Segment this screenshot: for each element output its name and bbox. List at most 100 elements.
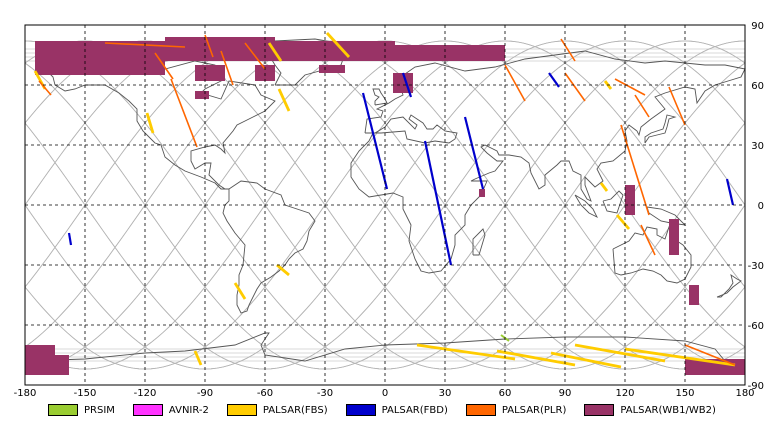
y-tick-label: 0 (758, 201, 764, 212)
fbd-swath (361, 92, 389, 190)
legend-item-palsar-plr: PALSAR(PLR) (465, 404, 567, 416)
y-tick-label: 60 (751, 81, 764, 92)
fbs-swath (496, 349, 576, 367)
new-zealand-coast (716, 273, 742, 298)
plr-swath (668, 86, 686, 126)
borneo-coast (602, 190, 624, 214)
madagascar-coast (472, 228, 486, 256)
x-tick-label: 150 (675, 388, 694, 399)
legend-item-palsar-fbd: PALSAR(FBD) (345, 404, 448, 416)
fbs-swath (276, 263, 290, 277)
x-tick-label: 0 (382, 388, 388, 399)
axis-ticks: -180 -150 -120 -90 -60 -30 0 30 60 90 120 150 180-90… (14, 21, 764, 399)
x-tick-label: -90 (197, 388, 213, 399)
plr-swath (564, 72, 586, 102)
fbs-swath (624, 347, 736, 367)
wb-swath (689, 285, 699, 305)
x-tick-label: 60 (499, 388, 512, 399)
legend-item-palsar-wb: PALSAR(WB1/WB2) (584, 404, 716, 416)
plr-swath (634, 94, 650, 118)
fbd-swath (463, 116, 485, 190)
south-america-coast (222, 180, 316, 314)
observation-swaths (25, 32, 745, 375)
fbd-swath (725, 178, 735, 206)
plr-swath (684, 344, 736, 366)
y-tick-label: -60 (748, 321, 764, 332)
eurasia-africa-coast (350, 50, 746, 274)
fbd-swath (548, 72, 560, 88)
plr-swath (170, 78, 198, 148)
wb-swath (109, 45, 135, 61)
fbs-swath (277, 88, 291, 112)
wb-swath (165, 37, 275, 61)
japan-coast (644, 114, 677, 144)
plr-swath (620, 124, 650, 216)
legend-label: AVNIR-2 (168, 404, 209, 416)
british-isles-coast (372, 88, 388, 106)
fbs-swath (325, 32, 351, 58)
fbs-swath (193, 350, 203, 366)
fbs-swath (615, 214, 631, 230)
fbs-swath (416, 343, 516, 361)
legend-item-prsim: PRSIM (48, 404, 115, 416)
legend-label: PALSAR(FBS) (262, 404, 328, 416)
legend-item-avnir2: AVNIR-2 (132, 404, 209, 416)
map-frame (24, 24, 746, 386)
plr-swath (640, 224, 656, 256)
x-tick-label: -60 (257, 388, 273, 399)
legend-swatch-palsar-fbs (226, 404, 257, 416)
x-tick-label: -120 (134, 388, 157, 399)
plr-swath (504, 64, 526, 102)
x-tick-label: -180 (14, 388, 37, 399)
wb-swath (59, 49, 85, 69)
x-tick-label: 180 (735, 388, 754, 399)
legend: PRSIM AVNIR-2 PALSAR(FBS) PALSAR(FBD) PA… (48, 402, 734, 418)
world-coverage-map: -180 -150 -120 -90 -60 -30 0 30 60 90 120 150 180-90… (14, 21, 764, 399)
greenland-coast (243, 38, 350, 86)
wb-swath (669, 219, 679, 255)
plr-swath (614, 78, 646, 96)
fbd-swath (67, 232, 73, 246)
legend-label: PALSAR(PLR) (501, 404, 567, 416)
fbs-swath (145, 112, 155, 134)
wb-swath (35, 41, 165, 75)
legend-swatch-palsar-wb (584, 404, 615, 416)
plr-swath (204, 34, 214, 58)
plr-swath (154, 52, 174, 80)
y-tick-label: 30 (751, 141, 764, 152)
legend-swatch-palsar-plr (465, 404, 496, 416)
x-tick-label: -150 (74, 388, 97, 399)
legend-label: PALSAR(FBD) (381, 404, 448, 416)
fbd-swath (401, 72, 413, 98)
plr-swath (560, 38, 576, 62)
wb-swath (25, 345, 55, 365)
legend-label: PALSAR(WB1/WB2) (620, 404, 716, 416)
wb-swath (319, 65, 345, 73)
fbs-swath (550, 351, 622, 369)
x-tick-label: 30 (439, 388, 452, 399)
wb-swath (195, 91, 209, 99)
y-tick-label: -30 (748, 261, 764, 272)
wb-swath (395, 45, 505, 61)
legend-swatch-avnir2 (132, 404, 163, 416)
wb-swath (275, 41, 395, 61)
fbd-swath (423, 140, 453, 266)
legend-label: PRSIM (84, 404, 115, 416)
x-tick-label: -30 (317, 388, 333, 399)
fbs-swath (267, 42, 283, 62)
x-tick-label: 120 (615, 388, 634, 399)
fbs-swath (233, 282, 247, 300)
plr-swath (38, 80, 52, 96)
wb-swath (625, 185, 635, 215)
legend-item-palsar-fbs: PALSAR(FBS) (226, 404, 328, 416)
sumatra-coast (574, 194, 599, 219)
australia-coast (612, 226, 692, 284)
x-tick-label: 90 (559, 388, 572, 399)
fbs-swath (599, 182, 609, 192)
graticule (25, 25, 745, 385)
fbs-swath (574, 343, 666, 363)
wb-swath (195, 65, 225, 81)
legend-swatch-palsar-fbd (345, 404, 376, 416)
wb-swath (479, 189, 485, 197)
legend-swatch-prsim (48, 404, 78, 416)
